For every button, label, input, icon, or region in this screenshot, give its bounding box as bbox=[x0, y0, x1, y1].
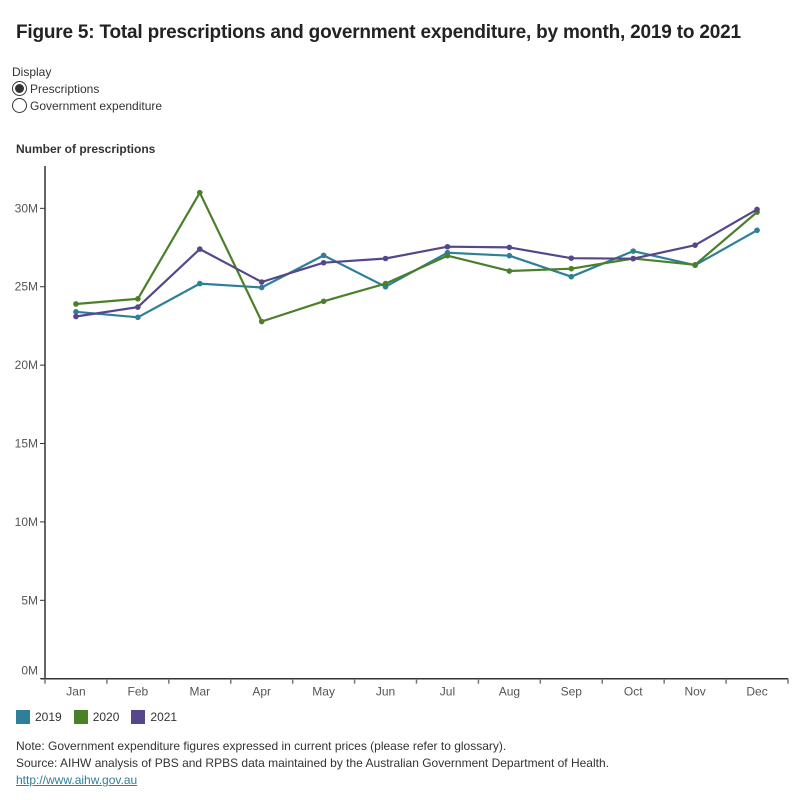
chart-title: Figure 5: Total prescriptions and govern… bbox=[16, 22, 741, 43]
data-point-2021-jun[interactable] bbox=[382, 255, 389, 262]
series-line-2021 bbox=[75, 208, 758, 318]
radio-checked-icon[interactable] bbox=[12, 81, 27, 96]
y-tick-label: 0M bbox=[21, 664, 38, 678]
x-tick-label-jun: Jun bbox=[376, 685, 395, 699]
x-tick-label-may: May bbox=[312, 685, 335, 699]
data-point-2019-feb[interactable] bbox=[135, 314, 141, 321]
radio-unchecked-icon[interactable] bbox=[12, 98, 27, 113]
data-point-2021-oct[interactable] bbox=[630, 255, 637, 262]
y-tick-label: 15M bbox=[15, 437, 38, 451]
x-tick-label-feb: Feb bbox=[128, 685, 149, 699]
y-tick-label: 30M bbox=[15, 201, 38, 215]
legend-swatch-2021 bbox=[131, 710, 146, 724]
data-point-2019-oct[interactable] bbox=[630, 248, 637, 254]
x-tick-label-dec: Dec bbox=[746, 685, 767, 699]
legend-item-2021[interactable]: 2021 bbox=[131, 710, 177, 724]
data-point-2021-mar[interactable] bbox=[196, 246, 203, 252]
x-tick-label-jul: Jul bbox=[440, 685, 455, 699]
legend-item-2020[interactable]: 2020 bbox=[73, 710, 120, 724]
data-point-2020-sep[interactable] bbox=[568, 265, 575, 272]
data-point-2021-jul[interactable] bbox=[444, 243, 451, 250]
data-point-2020-jul[interactable] bbox=[444, 252, 451, 259]
data-point-2021-may[interactable] bbox=[320, 259, 327, 266]
data-point-2020-apr[interactable] bbox=[258, 318, 265, 325]
data-point-2021-feb[interactable] bbox=[135, 304, 141, 310]
data-point-2020-nov[interactable] bbox=[692, 261, 698, 268]
y-tick-label: 25M bbox=[15, 280, 38, 294]
y-axis-title: Number of prescriptions bbox=[16, 142, 156, 156]
y-tick-label: 10M bbox=[15, 515, 38, 529]
data-point-2021-apr[interactable] bbox=[258, 279, 265, 285]
x-tick-label-oct: Oct bbox=[624, 685, 643, 699]
y-tick-label: 20M bbox=[15, 358, 38, 372]
series-line-2020 bbox=[75, 191, 758, 323]
data-point-2019-mar[interactable] bbox=[196, 280, 203, 287]
legend-item-2019[interactable]: 2019 bbox=[16, 710, 62, 724]
data-point-2019-jan[interactable] bbox=[73, 309, 79, 315]
series-line-2019 bbox=[75, 229, 758, 319]
data-point-2020-feb[interactable] bbox=[135, 296, 141, 302]
data-point-2019-may[interactable] bbox=[320, 252, 327, 259]
source-text: Source: AIHW analysis of PBS and RPBS da… bbox=[16, 756, 609, 770]
data-point-2021-dec[interactable] bbox=[754, 206, 760, 213]
axes: 0M 5M 10M 15M 20M 25M 30M Jan Feb Mar Apr May Jun Jul… bbox=[15, 166, 789, 699]
data-point-2019-dec[interactable] bbox=[754, 227, 760, 234]
data-point-2020-mar[interactable] bbox=[196, 189, 203, 196]
legend: 2019 2020 2021 bbox=[16, 710, 189, 724]
x-tick-label-apr: Apr bbox=[252, 685, 271, 699]
data-point-2019-apr[interactable] bbox=[258, 284, 265, 291]
legend-label-2021: 2021 bbox=[150, 710, 178, 724]
data-point-2020-jan[interactable] bbox=[73, 301, 79, 307]
legend-label-2020: 2020 bbox=[92, 710, 120, 724]
series-2021 bbox=[73, 206, 760, 320]
data-point-2021-jan[interactable] bbox=[73, 313, 79, 320]
data-point-2019-sep[interactable] bbox=[568, 273, 575, 280]
x-tick-label-mar: Mar bbox=[189, 685, 210, 699]
radio-option-prescriptions[interactable]: Prescriptions bbox=[12, 81, 99, 96]
series-lines bbox=[73, 189, 760, 325]
legend-label-2019: 2019 bbox=[35, 710, 62, 724]
legend-swatch-2020 bbox=[73, 710, 88, 724]
display-control-label: Display bbox=[12, 65, 52, 79]
data-point-2020-may[interactable] bbox=[320, 298, 327, 305]
y-tick-label: 5M bbox=[21, 593, 38, 607]
data-point-2021-sep[interactable] bbox=[568, 255, 575, 261]
source-link[interactable]: http://www.aihw.gov.au bbox=[16, 773, 138, 787]
data-point-2020-aug[interactable] bbox=[506, 268, 513, 274]
radio-option-government-expenditure[interactable]: Government expenditure bbox=[12, 98, 162, 113]
data-point-2020-jun[interactable] bbox=[382, 280, 389, 287]
radio-label-government-expenditure: Government expenditure bbox=[30, 98, 163, 113]
legend-swatch-2019 bbox=[16, 710, 30, 724]
data-point-2021-nov[interactable] bbox=[692, 242, 698, 248]
x-tick-label-sep: Sep bbox=[561, 685, 583, 699]
note-text: Note: Government expenditure figures exp… bbox=[16, 739, 507, 753]
data-point-2021-aug[interactable] bbox=[506, 244, 513, 251]
x-tick-label-aug: Aug bbox=[499, 685, 520, 699]
x-tick-label-nov: Nov bbox=[684, 685, 705, 699]
x-tick-label-jan: Jan bbox=[66, 685, 85, 699]
notes: Note: Government expenditure figures exp… bbox=[16, 738, 609, 789]
data-point-2019-aug[interactable] bbox=[506, 252, 513, 259]
series-2019 bbox=[73, 227, 760, 321]
radio-label-prescriptions: Prescriptions bbox=[30, 81, 100, 96]
